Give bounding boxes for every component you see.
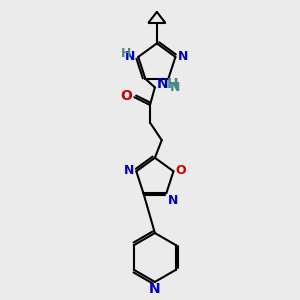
Text: N: N xyxy=(125,50,135,63)
Text: O: O xyxy=(176,164,186,177)
Text: H: H xyxy=(167,77,178,92)
Text: N: N xyxy=(168,194,179,207)
Text: N: N xyxy=(157,77,169,92)
Text: N: N xyxy=(177,50,188,63)
Text: N: N xyxy=(124,164,134,177)
Text: H: H xyxy=(121,46,132,59)
Text: N: N xyxy=(170,81,181,94)
Text: N: N xyxy=(149,282,161,296)
Text: O: O xyxy=(121,89,132,103)
